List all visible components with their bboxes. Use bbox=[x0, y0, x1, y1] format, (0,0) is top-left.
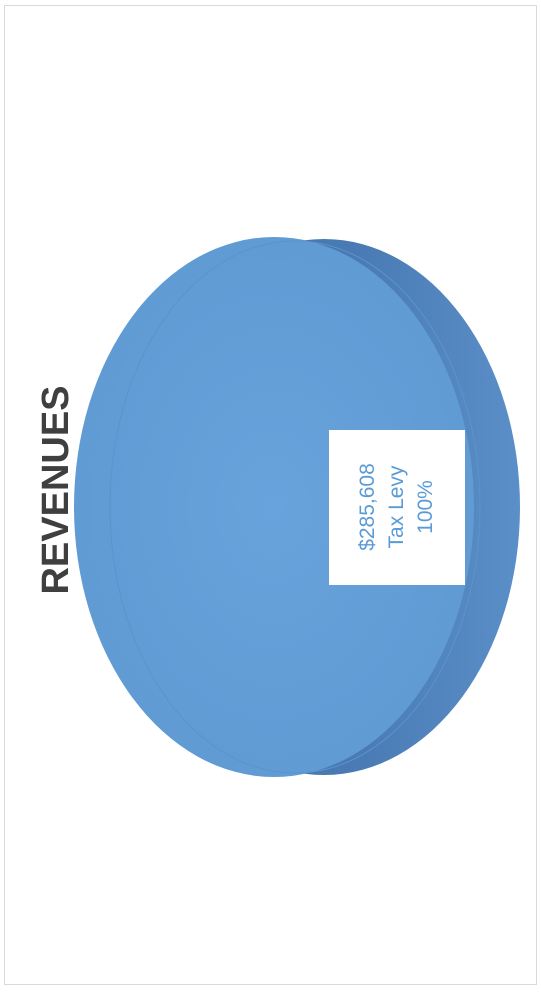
data-label-category: Tax Levy bbox=[385, 465, 408, 548]
data-label-percent: 100% bbox=[414, 480, 437, 534]
pie-slice-inner-rim bbox=[109, 240, 481, 774]
pie-slice-tax-levy bbox=[74, 237, 474, 777]
chart-title: REVENUES bbox=[35, 385, 77, 594]
data-label: $285,608 Tax Levy 100% bbox=[356, 463, 437, 551]
data-label-value: $285,608 bbox=[356, 463, 379, 551]
data-label-box bbox=[329, 430, 465, 585]
